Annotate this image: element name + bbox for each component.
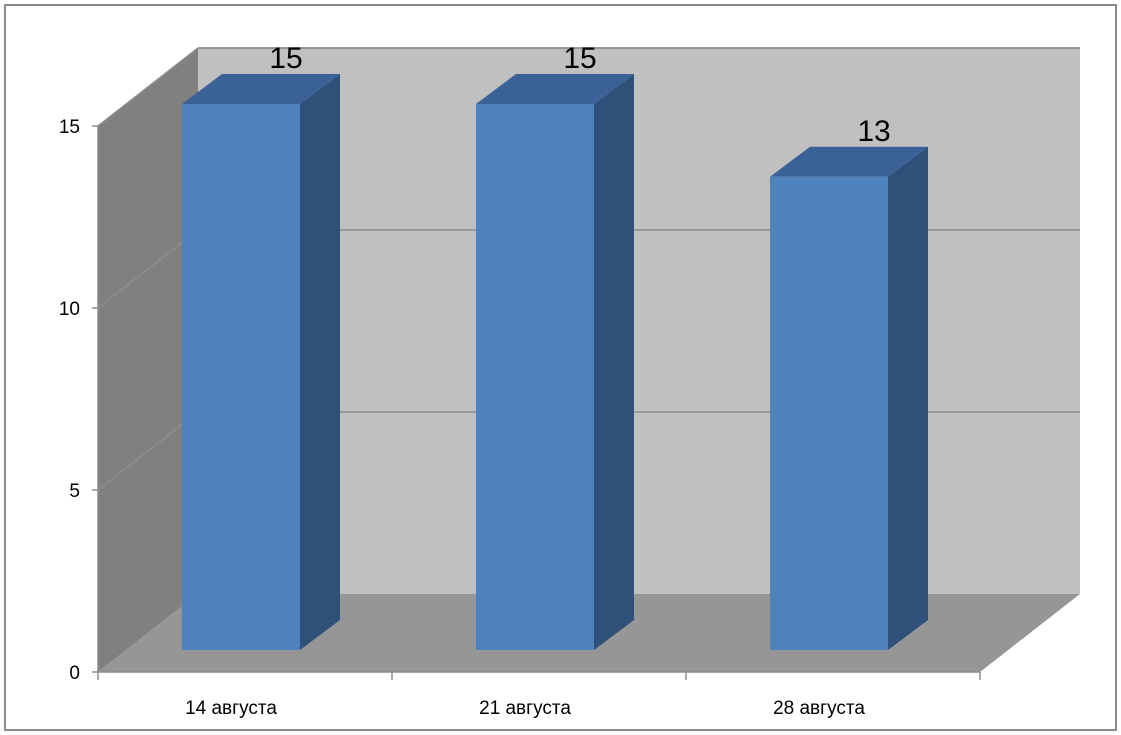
data-label: 13 [857, 115, 890, 148]
gridlines [97, 47, 1080, 491]
data-label: 15 [563, 42, 596, 75]
bar-top [182, 74, 340, 104]
bar-top [770, 146, 928, 177]
side-wall [98, 48, 198, 672]
x-tick-label: 21 августа [479, 698, 571, 719]
gridline [97, 47, 199, 127]
bar-2 [476, 74, 634, 650]
bar-side [594, 74, 634, 650]
gridline [97, 411, 199, 491]
gridline [97, 229, 199, 309]
data-label: 15 [269, 42, 302, 75]
bars [182, 74, 928, 651]
bar-front [182, 104, 300, 650]
axes: 0 5 10 15 [59, 117, 981, 684]
bar-front [770, 176, 888, 651]
labels: 15 14 августа 15 21 августа 13 28 августа [185, 42, 891, 719]
x-tick-label: 28 августа [773, 698, 865, 719]
bar-side [300, 74, 340, 650]
y-tick-label: 5 [69, 481, 80, 502]
y-tick-label: 0 [69, 663, 80, 684]
bar-3 [770, 146, 928, 651]
bar-top [476, 74, 634, 104]
bar-1 [182, 74, 340, 650]
y-tick-label: 10 [59, 299, 80, 320]
bar-side [888, 146, 928, 651]
bar-front [476, 104, 594, 650]
x-tick-label: 14 августа [185, 698, 277, 719]
y-tick-label: 15 [59, 117, 80, 138]
